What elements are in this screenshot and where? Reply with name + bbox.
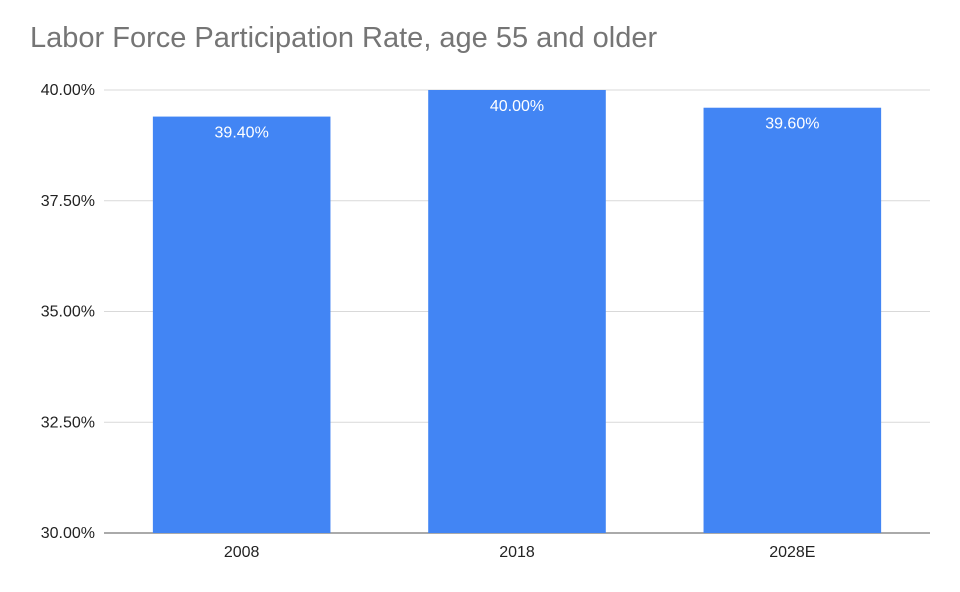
bar xyxy=(428,90,606,533)
bar xyxy=(152,116,331,533)
y-tick-label: 40.00% xyxy=(41,82,95,99)
data-label: 39.40% xyxy=(215,125,269,142)
y-tick-label: 32.50% xyxy=(41,414,95,431)
x-tick-label: 2018 xyxy=(499,544,535,561)
y-tick-label: 30.00% xyxy=(41,525,95,542)
data-label: 39.60% xyxy=(765,116,819,133)
chart-title: Labor Force Participation Rate, age 55 a… xyxy=(30,22,658,54)
x-tick-label: 2028E xyxy=(769,544,815,561)
bars xyxy=(152,90,882,533)
x-tick-label: 2008 xyxy=(224,544,260,561)
data-label: 40.00% xyxy=(490,98,544,115)
data-labels: 39.40% 40.00% 39.60% xyxy=(215,98,820,142)
y-tick-label: 35.00% xyxy=(41,304,95,321)
bar xyxy=(703,107,882,533)
y-tick-label: 37.50% xyxy=(41,193,95,210)
axes: 30.00% 32.50% 35.00% 37.50% 40.00% 2008 2018 20… xyxy=(41,82,816,561)
